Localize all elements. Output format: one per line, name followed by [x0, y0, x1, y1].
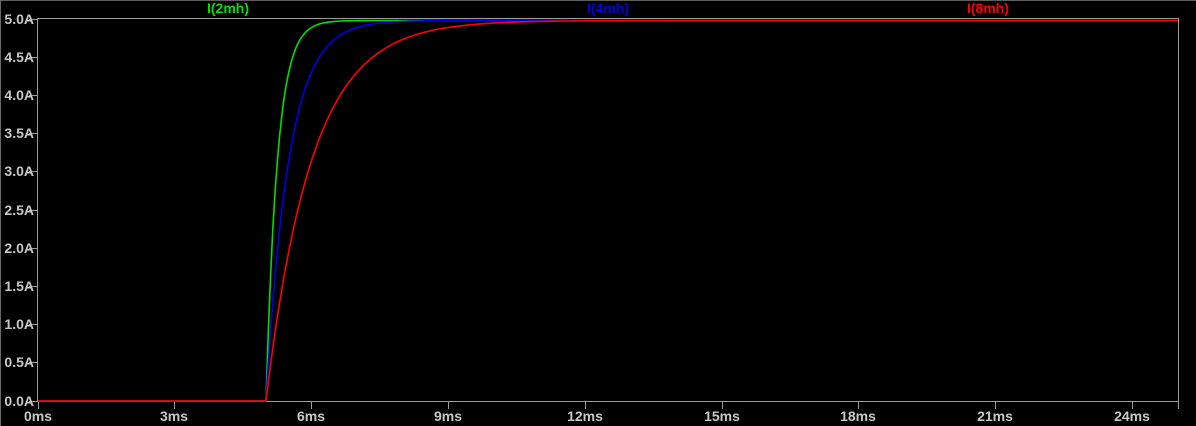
x-tick-label: 9ms	[433, 408, 463, 424]
x-tick	[722, 402, 723, 409]
x-tick-label: 18ms	[840, 408, 876, 424]
y-tick-label: 2.5A	[4, 202, 34, 218]
y-tick	[29, 57, 38, 58]
x-tick-label: 15ms	[704, 408, 740, 424]
y-tick	[29, 210, 38, 211]
y-tick-label: 3.0A	[4, 163, 34, 179]
y-tick-label: 2.0A	[4, 240, 34, 256]
x-tick-label: 24ms	[1114, 408, 1150, 424]
x-tick	[585, 402, 586, 409]
x-tick-end	[1178, 402, 1179, 409]
x-tick	[311, 402, 312, 409]
y-tick-label: 0.0A	[4, 393, 34, 409]
x-tick	[38, 402, 39, 409]
x-tick-label: 0ms	[23, 408, 53, 424]
legend-trace-label[interactable]: I(2mh)	[207, 0, 249, 16]
y-tick-label: 1.5A	[4, 278, 34, 294]
legend-trace-label[interactable]: I(4mh)	[587, 0, 629, 16]
y-tick	[29, 95, 38, 96]
y-tick	[29, 286, 38, 287]
y-tick	[29, 362, 38, 363]
window-edge-left	[0, 0, 1, 426]
x-tick-label: 21ms	[977, 408, 1013, 424]
window-edge-top	[0, 0, 1196, 1]
y-tick-label: 3.5A	[4, 125, 34, 141]
x-tick-label: 12ms	[567, 408, 603, 424]
legend-trace-label[interactable]: I(8mh)	[967, 0, 1009, 16]
x-tick-label: 6ms	[296, 408, 326, 424]
x-tick	[995, 402, 996, 409]
y-tick-label: 0.5A	[4, 354, 34, 370]
y-tick	[29, 248, 38, 249]
trace-i2mh	[38, 19, 1178, 402]
x-tick	[858, 402, 859, 409]
x-tick	[1132, 402, 1133, 409]
y-tick-label: 5.0A	[4, 11, 34, 27]
plot-area[interactable]	[38, 19, 1178, 402]
y-tick	[29, 19, 38, 20]
x-tick-label: 3ms	[159, 408, 189, 424]
trace-i4mh	[38, 19, 1178, 402]
y-tick-label: 4.0A	[4, 87, 34, 103]
x-tick	[448, 402, 449, 409]
y-tick	[29, 324, 38, 325]
y-tick	[29, 401, 38, 402]
x-tick	[174, 402, 175, 409]
trace-i8mh	[38, 19, 1178, 402]
y-tick	[29, 171, 38, 172]
y-tick-label: 1.0A	[4, 316, 34, 332]
y-tick	[29, 133, 38, 134]
y-tick-label: 4.5A	[4, 49, 34, 65]
